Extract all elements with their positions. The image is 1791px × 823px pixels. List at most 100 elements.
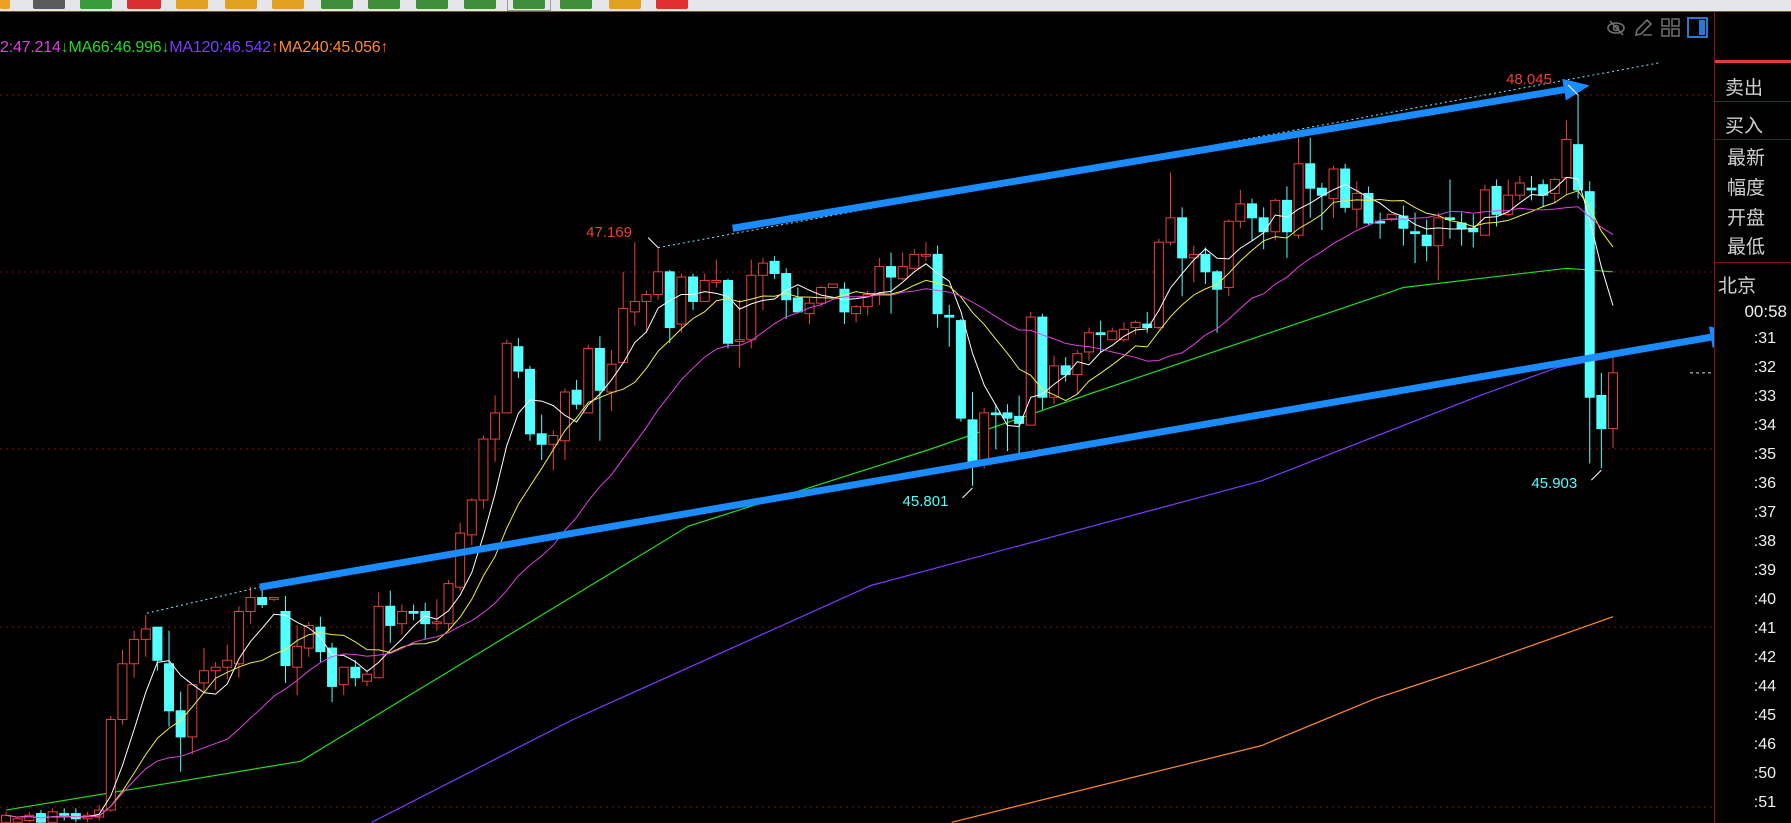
orange-round-icon[interactable] <box>0 0 10 9</box>
candle[interactable] <box>478 435 489 509</box>
candle[interactable] <box>24 811 35 823</box>
candle[interactable] <box>886 252 897 314</box>
candle[interactable] <box>734 299 745 368</box>
candle[interactable] <box>1526 176 1537 201</box>
candle[interactable] <box>327 642 338 703</box>
tick-time[interactable]: :42 <box>1753 649 1776 666</box>
candle[interactable] <box>1316 182 1327 231</box>
yellow-tool-icon-1[interactable] <box>176 0 208 9</box>
candle[interactable] <box>164 630 175 727</box>
candle[interactable] <box>909 249 920 271</box>
candle[interactable] <box>233 606 244 678</box>
window-layout-icon[interactable] <box>33 0 65 9</box>
candle[interactable] <box>1444 179 1455 239</box>
candle[interactable] <box>1177 207 1188 297</box>
candle[interactable] <box>59 808 70 821</box>
tick-time[interactable]: :35 <box>1753 446 1776 463</box>
candle[interactable] <box>559 388 570 460</box>
candle[interactable] <box>792 287 803 313</box>
candle[interactable] <box>1375 212 1386 239</box>
candle[interactable] <box>1165 172 1176 246</box>
green-tool-icon-2[interactable] <box>368 0 400 9</box>
candle[interactable] <box>653 247 664 300</box>
candle[interactable] <box>641 290 652 333</box>
candle[interactable] <box>292 625 303 696</box>
green-tool-icon-4[interactable] <box>464 0 496 9</box>
candle[interactable] <box>711 259 722 288</box>
candle[interactable] <box>245 587 256 624</box>
candle[interactable] <box>396 604 407 635</box>
candle[interactable] <box>1410 212 1421 264</box>
candle[interactable] <box>105 716 116 812</box>
candle[interactable] <box>664 270 675 344</box>
candle[interactable] <box>490 395 501 462</box>
candle[interactable] <box>117 649 128 725</box>
candle[interactable] <box>1549 177 1560 203</box>
tick-time[interactable]: :39 <box>1753 562 1776 579</box>
yellow-tool-icon-2[interactable] <box>225 0 257 9</box>
candle[interactable] <box>315 616 326 663</box>
candle[interactable] <box>827 283 838 288</box>
candle[interactable] <box>699 273 710 302</box>
candle[interactable] <box>1223 219 1234 297</box>
candle[interactable] <box>769 256 780 279</box>
candle[interactable] <box>1433 212 1444 281</box>
candle[interactable] <box>1025 311 1036 426</box>
kline-canvas[interactable] <box>0 0 1714 823</box>
tick-time[interactable]: :50 <box>1753 765 1776 782</box>
candle[interactable] <box>385 590 396 643</box>
candle[interactable] <box>1118 322 1129 342</box>
yellow-tool-icon-3[interactable] <box>272 0 304 9</box>
candle[interactable] <box>594 336 605 441</box>
candle[interactable] <box>431 599 442 631</box>
candle[interactable] <box>408 604 419 621</box>
candle[interactable] <box>175 691 186 772</box>
eye-hide-icon[interactable] <box>1606 17 1627 38</box>
candle[interactable] <box>12 817 23 823</box>
tick-time[interactable]: :38 <box>1753 533 1776 550</box>
candle[interactable] <box>571 379 582 410</box>
tick-time[interactable]: :32 <box>1753 359 1776 376</box>
candle[interactable] <box>257 587 268 609</box>
sell-label[interactable]: 卖出 <box>1725 77 1764 99</box>
candle[interactable] <box>1596 372 1607 469</box>
candle[interactable] <box>210 662 221 690</box>
candle[interactable] <box>47 808 58 823</box>
candle[interactable] <box>1002 404 1013 452</box>
panel-toggle-icon[interactable] <box>1687 17 1708 38</box>
candle[interactable] <box>1479 184 1490 236</box>
candle[interactable] <box>1235 189 1246 229</box>
candle[interactable] <box>1351 181 1362 229</box>
red-tool-icon[interactable] <box>127 0 161 9</box>
candle[interactable] <box>1212 270 1223 333</box>
candle[interactable] <box>1107 327 1118 341</box>
candle[interactable] <box>1083 327 1094 361</box>
candle[interactable] <box>1014 395 1025 455</box>
candle[interactable] <box>839 282 850 325</box>
green-tool-icon-6[interactable] <box>560 0 592 9</box>
candle[interactable] <box>1584 181 1595 464</box>
candle[interactable] <box>1072 350 1083 394</box>
candle[interactable] <box>303 621 314 657</box>
candle[interactable] <box>804 297 815 325</box>
tick-time[interactable]: :41 <box>1753 620 1776 637</box>
candle[interactable] <box>688 273 699 311</box>
candle[interactable] <box>1340 163 1351 213</box>
candle[interactable] <box>1573 95 1584 199</box>
candle[interactable] <box>955 318 966 422</box>
candle[interactable] <box>1421 219 1432 262</box>
candle[interactable] <box>268 597 279 602</box>
grid-layout-icon[interactable] <box>1660 17 1681 38</box>
candle[interactable] <box>198 648 209 692</box>
tick-time[interactable]: :45 <box>1753 707 1776 724</box>
candle[interactable] <box>618 271 629 363</box>
candle[interactable] <box>1386 213 1397 222</box>
tick-time[interactable]: :31 <box>1753 330 1776 347</box>
tick-time[interactable]: :36 <box>1753 475 1776 492</box>
candle[interactable] <box>455 522 466 591</box>
candle[interactable] <box>361 670 372 687</box>
candle[interactable] <box>35 810 46 823</box>
bar-chart-icon[interactable] <box>80 0 112 9</box>
candle[interactable] <box>897 252 908 281</box>
tick-time[interactable]: :51 <box>1753 794 1776 811</box>
